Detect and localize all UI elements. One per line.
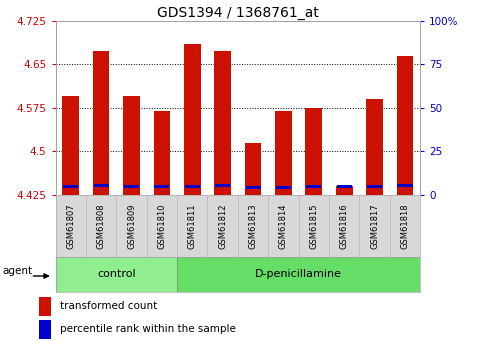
Bar [336,186,353,195]
Text: GSM61813: GSM61813 [249,203,257,249]
Bar [367,185,382,188]
Text: GSM61818: GSM61818 [400,203,410,249]
Bar [276,186,291,189]
Bar [39,320,51,338]
Bar [397,56,413,195]
Bar [94,184,109,187]
Bar [155,185,170,188]
Text: control: control [97,269,136,279]
Bar [215,184,230,187]
Title: GDS1394 / 1368761_at: GDS1394 / 1368761_at [157,6,319,20]
Bar [93,51,110,195]
Bar [62,96,79,195]
Bar [56,257,177,292]
Bar [39,297,51,316]
Bar [185,185,200,188]
Text: GSM61807: GSM61807 [66,203,75,249]
Text: GSM61810: GSM61810 [157,203,167,249]
Text: GSM61814: GSM61814 [279,203,288,249]
Text: GSM61815: GSM61815 [309,203,318,249]
Text: agent: agent [3,266,33,276]
Bar [305,108,322,195]
Text: GSM61808: GSM61808 [97,203,106,249]
Text: transformed count: transformed count [60,301,157,311]
Bar [275,111,292,195]
Bar [245,143,261,195]
Bar [245,186,261,189]
Bar [398,184,412,187]
Bar [123,96,140,195]
Bar [177,257,420,292]
Text: GSM61817: GSM61817 [370,203,379,249]
Bar [154,111,170,195]
Bar [63,185,78,188]
Bar [184,44,200,195]
Bar [214,51,231,195]
Text: GSM61816: GSM61816 [340,203,349,249]
Text: GSM61812: GSM61812 [218,203,227,249]
Bar [337,185,352,188]
Text: GSM61809: GSM61809 [127,203,136,249]
Text: percentile rank within the sample: percentile rank within the sample [60,324,236,334]
Bar [306,185,321,188]
Text: GSM61811: GSM61811 [188,203,197,249]
Text: D-penicillamine: D-penicillamine [255,269,342,279]
Bar [124,185,139,188]
Bar [366,99,383,195]
